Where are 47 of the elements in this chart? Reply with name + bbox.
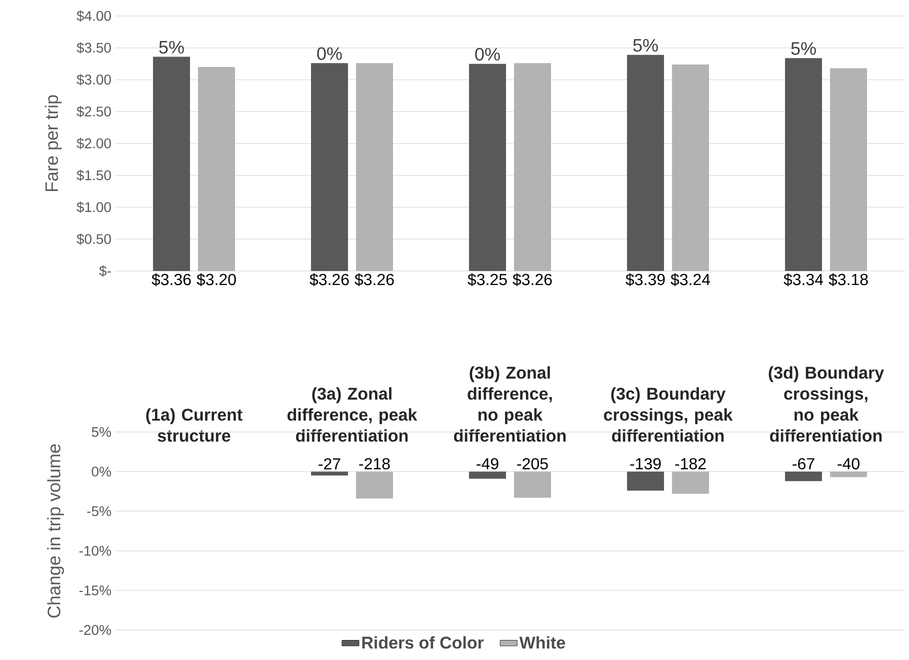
annotation: -49 — [476, 458, 498, 470]
x-tick-label: (3d) Boundary crossings, no peak differentiation — [768, 366, 884, 442]
annotation: -67 — [792, 458, 814, 470]
annotation: 5% — [159, 40, 184, 54]
x-tick-label: (3a) Zonal difference, peak differentiation — [288, 387, 418, 442]
y-tick-label: -20% — [79, 625, 111, 635]
y-tick-label: $2.00 — [76, 138, 111, 150]
data-label: $3.20 — [196, 273, 236, 286]
annotation: -139 — [630, 458, 661, 470]
data-label: $3.25 — [468, 273, 507, 286]
data-label: $3.18 — [828, 273, 868, 286]
y-tick-label: -15% — [79, 585, 111, 596]
y-tick-label: -5% — [87, 506, 111, 516]
y-tick-label: $3.00 — [76, 74, 111, 86]
y-tick-label: $3.50 — [76, 42, 111, 54]
data-label: $3.36 — [152, 273, 191, 286]
y-tick-label: $2.50 — [76, 106, 111, 118]
x-tick-label: (3c) Boundary crossings, peak differentiation — [604, 387, 733, 442]
y-axis-title: Change in trip volume — [47, 444, 64, 618]
legend-label: White — [519, 636, 566, 649]
annotation: 0% — [475, 48, 500, 61]
annotation: -40 — [838, 458, 860, 470]
x-tick-label: (1a) Current structure — [146, 408, 242, 442]
annotation: 5% — [791, 42, 816, 55]
y-tick-label: $0.50 — [76, 233, 111, 245]
x-tick-label: (3b) Zonal difference, no peak differentiation — [454, 366, 566, 442]
y-tick-label: $1.50 — [76, 170, 111, 182]
legend-label: Riders of Color — [362, 636, 484, 649]
y-tick-label: -10% — [79, 546, 111, 556]
y-tick-label: $- — [99, 265, 111, 277]
annotation: -27 — [318, 458, 340, 470]
y-tick-label: $4.00 — [76, 10, 111, 22]
annotation: 5% — [633, 39, 658, 52]
annotation: -218 — [359, 458, 390, 470]
annotation: -182 — [675, 458, 706, 470]
annotation: -205 — [517, 458, 548, 470]
y-tick-label: $1.00 — [76, 202, 111, 213]
data-label: $3.26 — [310, 273, 349, 286]
annotation: 0% — [317, 47, 342, 60]
data-label: $3.39 — [626, 273, 665, 286]
data-label: $3.26 — [354, 273, 394, 286]
data-label: $3.24 — [670, 273, 710, 286]
data-label: $3.26 — [512, 273, 552, 286]
data-label: $3.34 — [784, 273, 824, 286]
y-tick-label: 5% — [92, 427, 111, 437]
y-tick-label: 0% — [92, 466, 111, 477]
y-axis-title: Fare per trip — [44, 95, 62, 192]
